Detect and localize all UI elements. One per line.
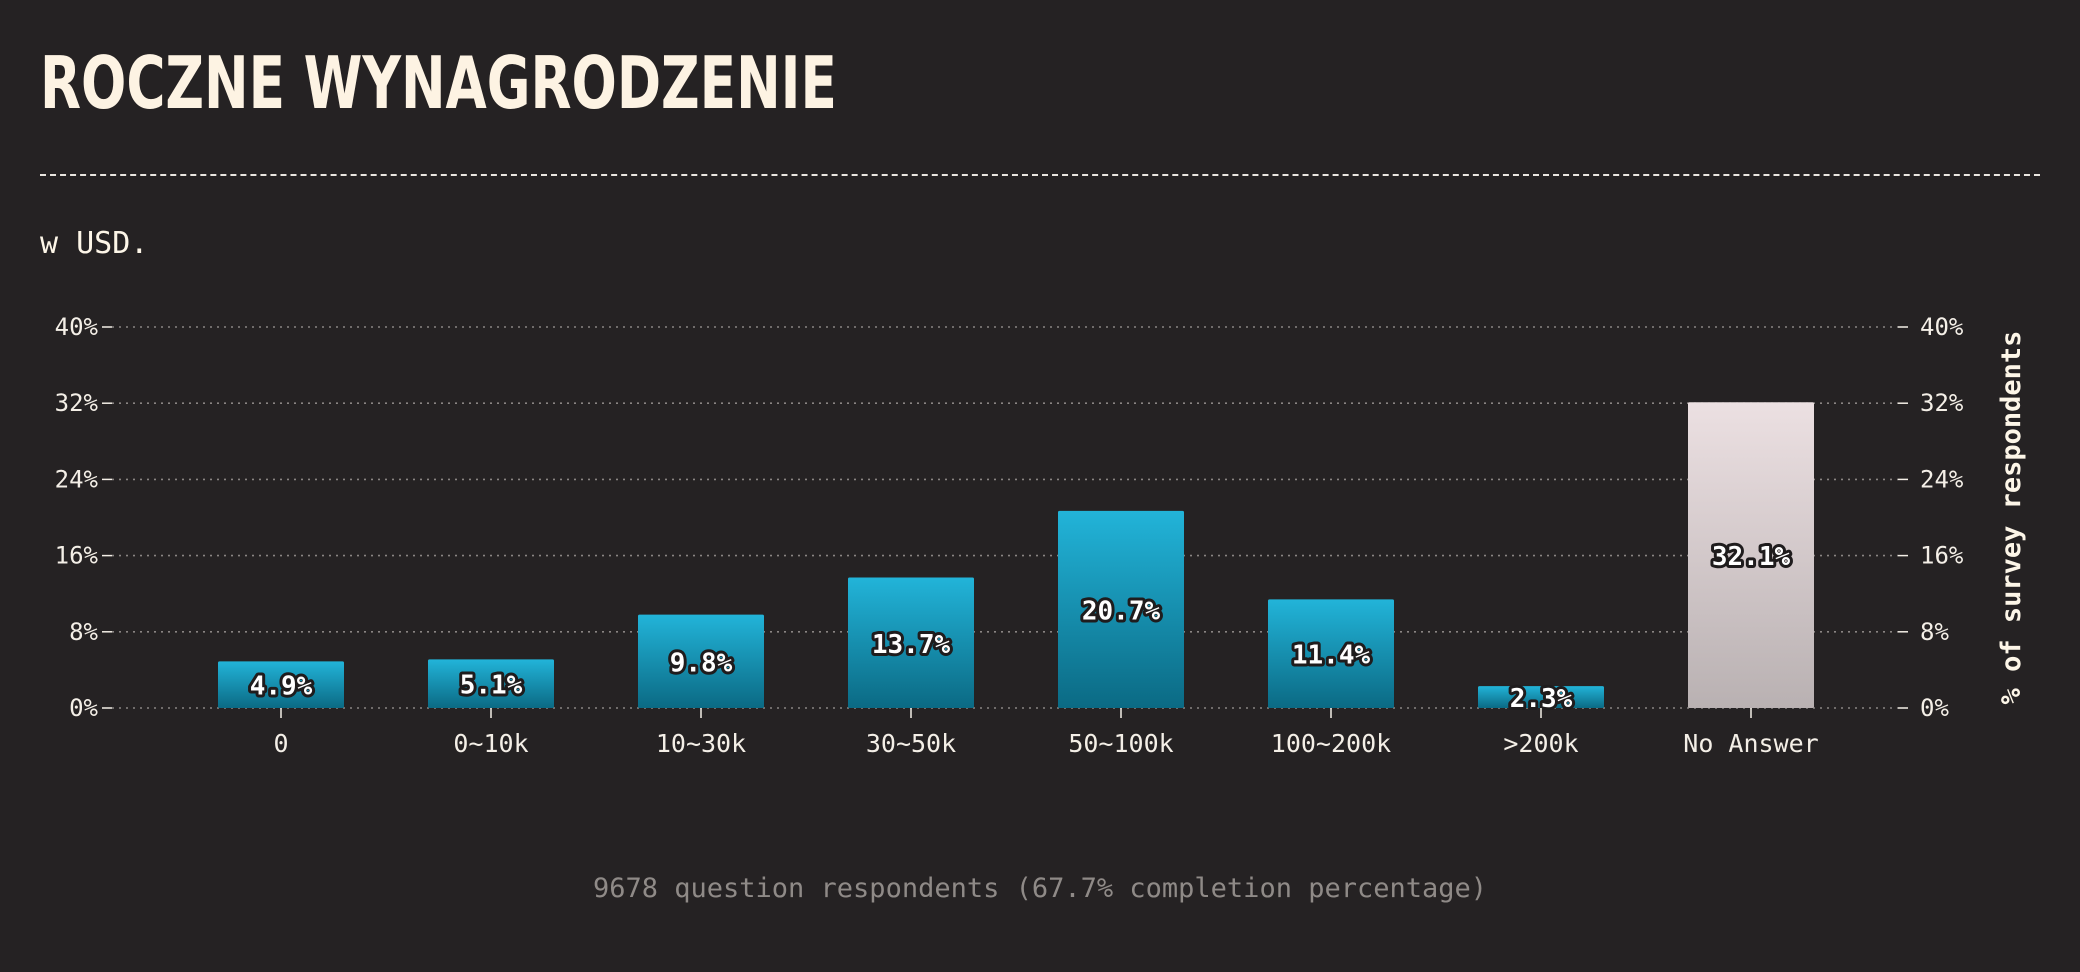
chart-subtitle: w USD. [40, 226, 149, 261]
bar-salary-range [848, 577, 974, 708]
title-divider [40, 174, 2040, 176]
bar-salary-range [638, 614, 764, 708]
x-category-label: 50~100k [1068, 729, 1173, 758]
y-tick-label-right: 24% [1920, 465, 1964, 493]
x-category-label: 30~50k [866, 729, 956, 758]
bar-chart: 4.9% 5.1%9.8%13.7%20.7%11.4%2.3%32.1% 0% 0… [55, 313, 2027, 758]
bar-salary-range [428, 659, 554, 708]
bar-no-answer [1688, 402, 1814, 708]
bar-value-label: 9.8% [670, 648, 733, 678]
bar-salary-range [1478, 686, 1604, 708]
respondents-note: 9678 question respondents (67.7% complet… [592, 873, 1488, 904]
bar-value-label: 32.1% [1712, 542, 1791, 572]
y-tick-label-right: 40% [1920, 313, 1964, 341]
bar-value-labels: 4.9% 5.1%9.8%13.7%20.7%11.4%2.3%32.1% [247, 539, 1794, 717]
bar-value-label: 11.4% [1292, 641, 1371, 671]
gridlines [112, 326, 1898, 709]
bar-salary-range [218, 661, 344, 708]
x-category-label: 0 [273, 729, 288, 758]
chart-title: Roczne wynagrodzenie [40, 41, 837, 125]
bar-value-label: 13.7% [872, 630, 951, 660]
y-tick-label-right: 32% [1920, 389, 1964, 417]
y-tick-label-right: 8% [1920, 618, 1949, 646]
bar-salary-range [1058, 510, 1184, 708]
y-tick-label-left: 16% [55, 542, 99, 570]
bar-value-label: 5.1% [460, 671, 523, 701]
y-tick-label-left: 24% [55, 465, 99, 493]
y-tick-label-right: 0% [1920, 694, 1949, 722]
right-axis-title: % of survey respondents [1996, 331, 2027, 705]
y-tick-label-left: 32% [55, 389, 99, 417]
x-category-label: 0~10k [453, 729, 528, 758]
y-tick-label-left: 0% [69, 694, 98, 722]
y-tick-label-right: 16% [1920, 542, 1964, 570]
y-tick-label-left: 8% [69, 618, 98, 646]
bar-value-label: 20.7% [1082, 596, 1161, 626]
bar-value-label: 4.9% [250, 672, 313, 702]
x-category-label: No Answer [1683, 729, 1818, 758]
axis-ticks: 0% 0% 8% 8% 16% 16% 24% 24% 32% 32% 40% 40% 0 0~10k 10… [55, 313, 1964, 758]
x-category-label: 10~30k [656, 729, 746, 758]
x-category-label: >200k [1503, 729, 1578, 758]
x-category-label: 100~200k [1271, 729, 1391, 758]
y-tick-label-left: 40% [55, 313, 99, 341]
bars [218, 402, 1814, 708]
bar-salary-range [1268, 599, 1394, 708]
